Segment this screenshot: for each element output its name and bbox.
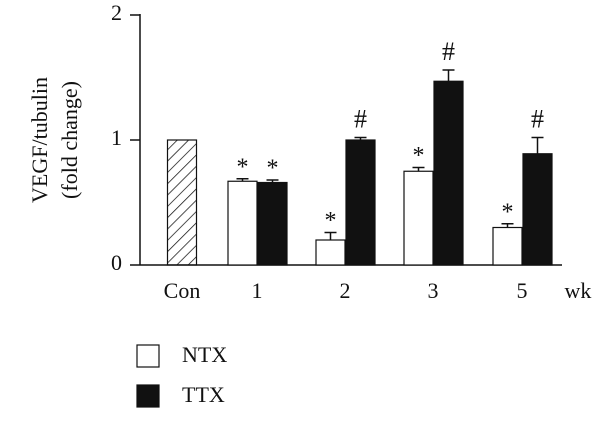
y-tick-label: 0 xyxy=(111,250,122,275)
annotation: * xyxy=(413,143,425,169)
x-tick-label: 5 xyxy=(517,278,528,303)
legend-swatch xyxy=(136,344,160,368)
control-bar xyxy=(166,139,198,266)
x-tick-label: 1 xyxy=(252,278,263,303)
bar xyxy=(315,239,346,266)
x-tick-label: Con xyxy=(164,278,201,303)
annotation: * xyxy=(502,199,514,225)
bar xyxy=(257,181,288,266)
bar xyxy=(492,226,523,266)
annotation: # xyxy=(442,37,455,66)
x-axis-label: wk xyxy=(565,278,592,303)
y-axis-label: (fold change) xyxy=(57,81,82,199)
legend-label: NTX xyxy=(182,342,227,367)
x-tick-label: 2 xyxy=(340,278,351,303)
annotation: * xyxy=(237,154,249,180)
y-tick-label: 1 xyxy=(111,125,122,150)
annotation: * xyxy=(325,208,337,234)
annotation: # xyxy=(531,104,544,133)
x-tick-label: 3 xyxy=(428,278,439,303)
annotation: * xyxy=(267,156,279,182)
bar xyxy=(433,80,464,266)
legend-label: TTX xyxy=(182,382,225,407)
bar xyxy=(403,170,434,266)
legend-swatch xyxy=(136,384,160,408)
y-tick-label: 2 xyxy=(111,0,122,25)
y-axis-label: VEGF/tubulin xyxy=(27,77,52,203)
bar xyxy=(522,153,553,266)
bar xyxy=(227,180,258,266)
bar xyxy=(345,139,376,266)
annotation: # xyxy=(354,104,367,133)
